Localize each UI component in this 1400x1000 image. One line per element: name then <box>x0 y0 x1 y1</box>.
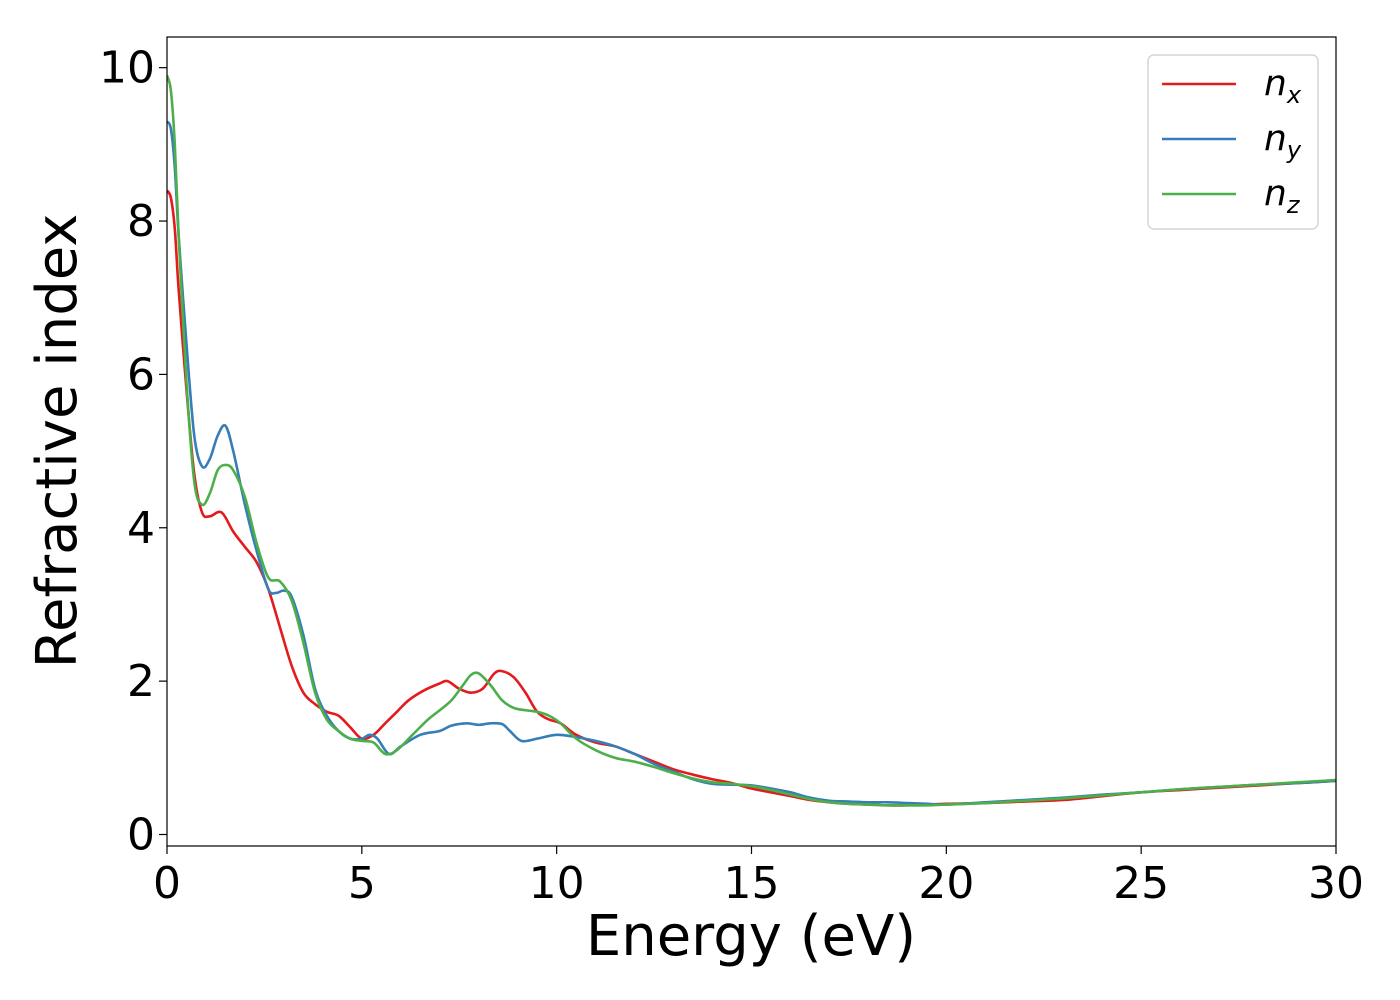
series-lines <box>167 74 1336 807</box>
x-tick-label: 10 <box>529 858 585 909</box>
x-tick-label: 25 <box>1113 858 1169 909</box>
x-axis-ticks: 0 5 10 15 20 25 30 <box>153 846 1364 909</box>
plot-frame <box>166 36 1337 847</box>
y-tick-label: 2 <box>127 656 155 707</box>
x-axis-label: Energy (eV) <box>586 904 916 969</box>
y-tick-label: 4 <box>127 503 155 554</box>
series-line-nz <box>167 74 1336 807</box>
y-axis-label: Refractive index <box>25 214 90 669</box>
x-tick-label: 15 <box>724 858 780 909</box>
y-tick-label: 8 <box>127 196 155 247</box>
x-tick-label: 0 <box>153 858 181 909</box>
legend-box <box>1147 54 1319 230</box>
x-tick-label: 5 <box>348 858 376 909</box>
x-tick-label: 20 <box>918 858 974 909</box>
y-axis-ticks: 0 2 4 6 8 10 <box>99 43 167 860</box>
x-tick-label: 30 <box>1308 858 1364 909</box>
y-tick-label: 0 <box>127 809 155 860</box>
y-tick-label: 6 <box>127 349 155 400</box>
y-tick-label: 10 <box>99 43 155 94</box>
series-line-nx <box>167 189 1336 807</box>
